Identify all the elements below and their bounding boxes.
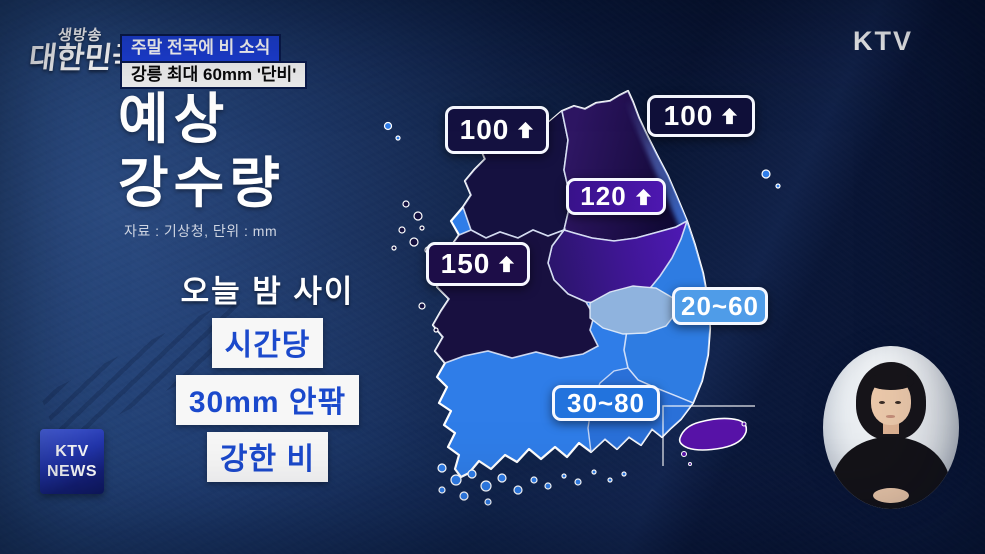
headline-primary: 주말 전국에 비 소식 — [122, 36, 280, 61]
up-arrow-icon — [518, 121, 534, 139]
interpreter-hands — [873, 488, 909, 503]
callout-box-hourly: 시간당 — [211, 318, 324, 368]
map-label-northeast: 100 — [647, 95, 755, 137]
map-islands-east — [761, 169, 781, 189]
badge-line2: NEWS — [47, 462, 97, 480]
rainfall-value: 100 — [459, 114, 510, 145]
headline-secondary: 강릉 최대 60mm '단비' — [122, 62, 306, 88]
rainfall-value: 150 — [440, 248, 491, 279]
map-label-central: 120 — [566, 178, 666, 215]
headline-stack: 주말 전국에 비 소식 강릉 최대 60mm '단비' — [122, 36, 306, 88]
rainfall-value: 30~80 — [566, 387, 646, 418]
map-label-south: 30~80 — [552, 385, 660, 421]
map-islands-southwest — [437, 463, 627, 506]
map-label-west: 150 — [426, 242, 530, 286]
up-arrow-icon — [635, 188, 651, 205]
map-islands-far-west — [383, 121, 401, 141]
page-title-line2: 강수량 — [118, 151, 285, 214]
callout-box-heavy-rain: 강한 비 — [206, 432, 329, 482]
interpreter-mouth — [886, 415, 895, 418]
callout-intro: 오늘 밤 사이 — [180, 274, 355, 309]
ktv-news-badge: KTV NEWS — [40, 429, 104, 494]
rainfall-value: 100 — [663, 100, 714, 131]
rainfall-value: 120 — [580, 181, 627, 211]
up-arrow-icon — [499, 255, 515, 273]
interpreter-eye — [879, 401, 885, 404]
up-arrow-icon — [722, 107, 738, 125]
callout-box-amount: 30mm 안팎 — [175, 375, 360, 425]
map-label-southeast: 20~60 — [672, 287, 768, 325]
forecast-callout: 오늘 밤 사이 시간당 30mm 안팎 강한 비 — [140, 266, 395, 482]
map-region-daegu — [589, 285, 677, 335]
sign-interpreter — [823, 346, 959, 509]
page-title-line1: 예상 — [118, 88, 230, 150]
jeju-inset — [662, 405, 755, 466]
interpreter-eye — [895, 401, 901, 404]
interpreter-bangs — [868, 374, 914, 390]
map-region-jeju — [678, 417, 748, 451]
channel-logo: KTV — [853, 26, 913, 56]
source-note: 자료 : 기상청, 단위 : mm — [124, 223, 278, 239]
map-label-northwest: 100 — [445, 106, 549, 154]
badge-line1: KTV — [55, 442, 89, 460]
page-title: 예상 강수량 — [118, 88, 285, 216]
rainfall-value: 20~60 — [680, 290, 760, 321]
